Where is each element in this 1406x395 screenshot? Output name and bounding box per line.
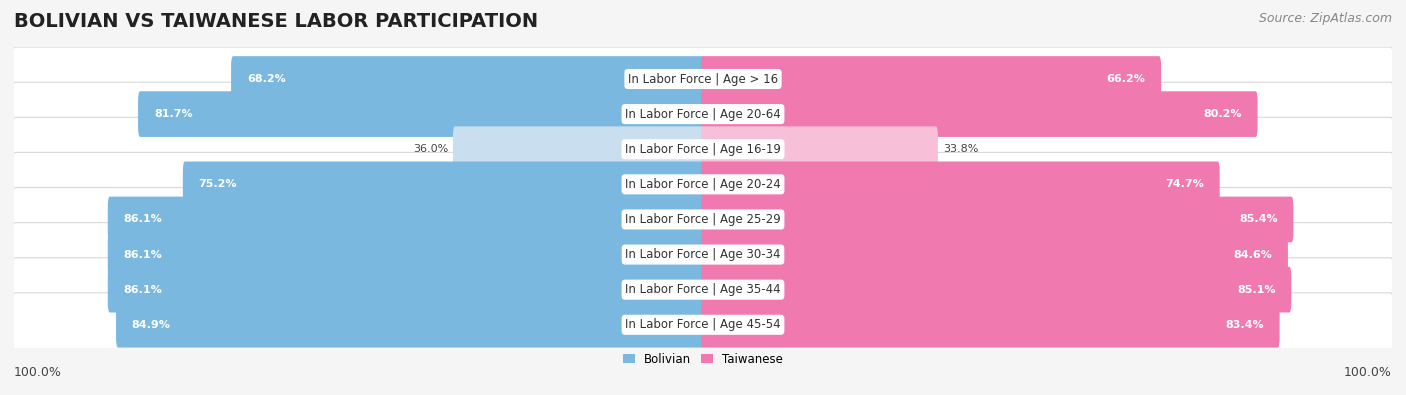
FancyBboxPatch shape <box>702 162 1220 207</box>
Text: 85.4%: 85.4% <box>1239 214 1278 224</box>
FancyBboxPatch shape <box>183 162 704 207</box>
Text: In Labor Force | Age 45-54: In Labor Force | Age 45-54 <box>626 318 780 331</box>
FancyBboxPatch shape <box>453 126 704 172</box>
FancyBboxPatch shape <box>13 223 1393 286</box>
Text: 84.9%: 84.9% <box>132 320 170 330</box>
FancyBboxPatch shape <box>702 302 1279 348</box>
FancyBboxPatch shape <box>702 56 1161 102</box>
Text: BOLIVIAN VS TAIWANESE LABOR PARTICIPATION: BOLIVIAN VS TAIWANESE LABOR PARTICIPATIO… <box>14 12 538 31</box>
Text: 81.7%: 81.7% <box>153 109 193 119</box>
FancyBboxPatch shape <box>108 232 704 277</box>
Text: In Labor Force | Age 35-44: In Labor Force | Age 35-44 <box>626 283 780 296</box>
FancyBboxPatch shape <box>13 293 1393 357</box>
Text: In Labor Force | Age 30-34: In Labor Force | Age 30-34 <box>626 248 780 261</box>
Text: Source: ZipAtlas.com: Source: ZipAtlas.com <box>1258 12 1392 25</box>
FancyBboxPatch shape <box>702 197 1294 242</box>
FancyBboxPatch shape <box>702 267 1291 312</box>
FancyBboxPatch shape <box>138 91 704 137</box>
Text: 83.4%: 83.4% <box>1225 320 1264 330</box>
FancyBboxPatch shape <box>13 152 1393 216</box>
FancyBboxPatch shape <box>702 91 1257 137</box>
Legend: Bolivian, Taiwanese: Bolivian, Taiwanese <box>623 353 783 366</box>
FancyBboxPatch shape <box>108 267 704 312</box>
Text: 66.2%: 66.2% <box>1107 74 1146 84</box>
FancyBboxPatch shape <box>108 197 704 242</box>
Text: In Labor Force | Age > 16: In Labor Force | Age > 16 <box>628 73 778 85</box>
Text: In Labor Force | Age 25-29: In Labor Force | Age 25-29 <box>626 213 780 226</box>
Text: 86.1%: 86.1% <box>124 285 162 295</box>
FancyBboxPatch shape <box>13 188 1393 251</box>
Text: 74.7%: 74.7% <box>1166 179 1204 189</box>
FancyBboxPatch shape <box>702 232 1288 277</box>
FancyBboxPatch shape <box>13 47 1393 111</box>
Text: 86.1%: 86.1% <box>124 250 162 260</box>
FancyBboxPatch shape <box>702 126 938 172</box>
Text: 80.2%: 80.2% <box>1204 109 1241 119</box>
Text: 33.8%: 33.8% <box>943 144 979 154</box>
Text: In Labor Force | Age 20-64: In Labor Force | Age 20-64 <box>626 107 780 120</box>
Text: 86.1%: 86.1% <box>124 214 162 224</box>
FancyBboxPatch shape <box>231 56 704 102</box>
FancyBboxPatch shape <box>13 258 1393 322</box>
Text: In Labor Force | Age 16-19: In Labor Force | Age 16-19 <box>626 143 780 156</box>
Text: In Labor Force | Age 20-24: In Labor Force | Age 20-24 <box>626 178 780 191</box>
Text: 100.0%: 100.0% <box>14 366 62 379</box>
FancyBboxPatch shape <box>13 117 1393 181</box>
FancyBboxPatch shape <box>117 302 704 348</box>
Text: 100.0%: 100.0% <box>1344 366 1392 379</box>
Text: 85.1%: 85.1% <box>1237 285 1275 295</box>
FancyBboxPatch shape <box>13 82 1393 146</box>
Text: 84.6%: 84.6% <box>1233 250 1272 260</box>
Text: 36.0%: 36.0% <box>413 144 449 154</box>
Text: 68.2%: 68.2% <box>247 74 285 84</box>
Text: 75.2%: 75.2% <box>198 179 238 189</box>
